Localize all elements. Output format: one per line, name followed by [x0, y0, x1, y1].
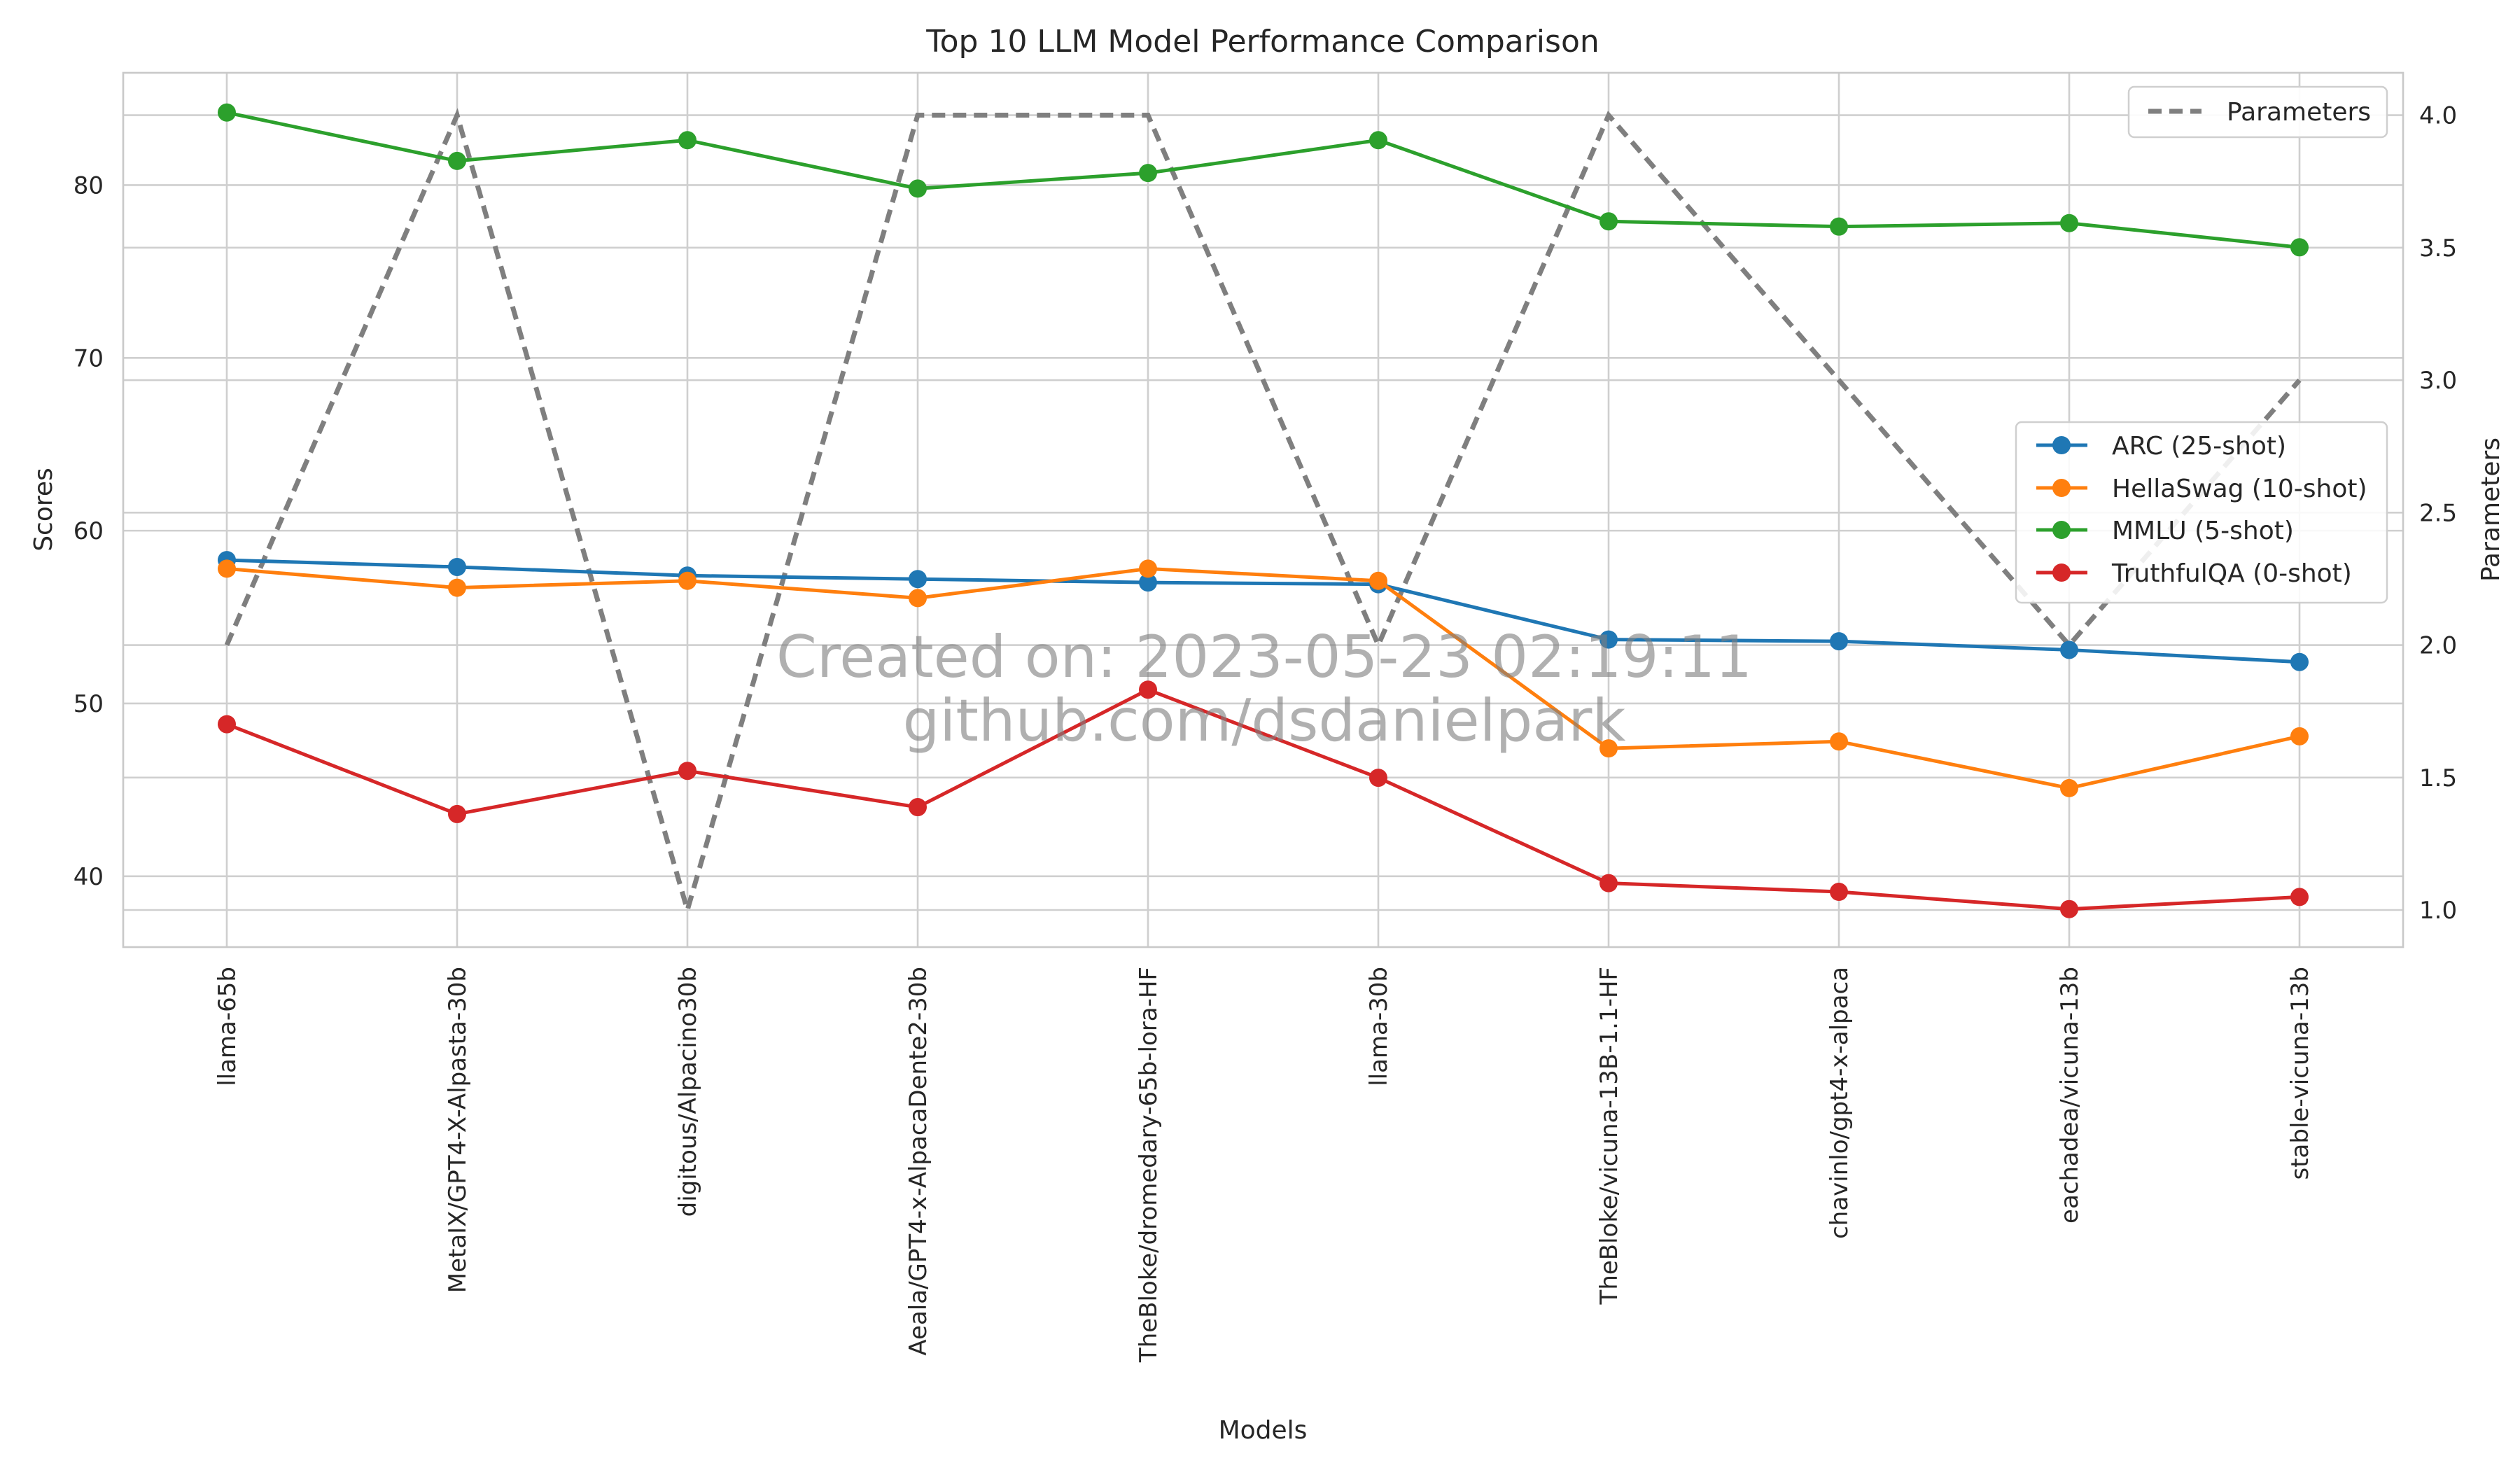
point-mmlu-5-shot-eachadea-vicuna-13b: [2060, 214, 2078, 232]
right-axis-label: Parameters: [2477, 438, 2505, 582]
y-axis-label: Scores: [29, 468, 58, 552]
point-mmlu-5-shot-thebloke-dromedary-65b-lora-hf: [1139, 164, 1157, 183]
x-tick-label-thebloke-dromedary-65b-lora-hf: TheBloke/dromedary-65b-lora-HF: [1135, 967, 1163, 1363]
point-hellaswag-10-shot-thebloke-vicuna-13b-1-1-hf: [1600, 739, 1618, 758]
point-hellaswag-10-shot-llama-30b: [1369, 571, 1387, 590]
series-line-hellaswag-10-shot: [225, 566, 2302, 790]
point-arc-25-shot-thebloke-dromedary-65b-lora-hf: [1139, 573, 1157, 592]
right-tick-label-3: 3.0: [2419, 367, 2457, 395]
point-hellaswag-10-shot-aeala-gpt4-x-alpacadente2-30b: [909, 589, 927, 608]
point-arc-25-shot-metaix-gpt4-x-alpasta-30b: [448, 557, 466, 576]
series-line-parameters: [224, 108, 2302, 919]
chart-title: Top 10 LLM Model Performance Comparison: [925, 24, 1600, 59]
legend-label-arc: ARC (25-shot): [2112, 432, 2286, 461]
right-tick-label-3-5: 3.5: [2419, 234, 2457, 262]
right-tick-label-4: 4.0: [2419, 102, 2457, 130]
x-tick-label-chavinlo-gpt4-x-alpaca: chavinlo/gpt4-x-alpaca: [1826, 967, 1854, 1239]
point-arc-25-shot-eachadea-vicuna-13b: [2060, 640, 2078, 659]
watermark-line-2: github.com/dsdanielpark: [903, 687, 1626, 755]
point-truthfulqa-0-shot-llama-65b: [218, 715, 236, 734]
series-line-arc-25-shot: [225, 558, 2302, 664]
plot-area-frame: [122, 71, 2404, 948]
legend-label-parameters: Parameters: [2227, 98, 2371, 127]
point-arc-25-shot-thebloke-vicuna-13b-1-1-hf: [1600, 630, 1618, 649]
legend-marker-hellaswag: [2052, 479, 2071, 497]
point-mmlu-5-shot-aeala-gpt4-x-alpacadente2-30b: [909, 179, 927, 198]
point-hellaswag-10-shot-chavinlo-gpt4-x-alpaca: [1830, 732, 1848, 751]
point-mmlu-5-shot-llama-30b: [1369, 131, 1387, 150]
series-layer: [218, 103, 2309, 919]
y-tick-label-40: 40: [74, 863, 104, 891]
x-tick-label-llama-65b: llama-65b: [214, 967, 241, 1086]
point-hellaswag-10-shot-thebloke-dromedary-65b-lora-hf: [1139, 559, 1157, 578]
x-axis-label: Models: [1219, 1416, 1308, 1445]
legend-marker-arc: [2052, 436, 2071, 454]
legend-left-axis-box: [2015, 421, 2388, 604]
x-tick-label-llama-30b: llama-30b: [1365, 967, 1393, 1086]
right-tick-label-2-5: 2.5: [2419, 499, 2457, 527]
point-truthfulqa-0-shot-digitous-alpacino30b: [678, 762, 696, 780]
legend-right-axis-box: [2127, 85, 2388, 139]
x-tick-label-thebloke-vicuna-13b-1-1-hf: TheBloke/vicuna-13B-1.1-HF: [1595, 967, 1623, 1305]
point-arc-25-shot-aeala-gpt4-x-alpacadente2-30b: [909, 570, 927, 589]
point-truthfulqa-0-shot-metaix-gpt4-x-alpasta-30b: [448, 804, 466, 823]
point-mmlu-5-shot-llama-65b: [218, 103, 236, 122]
right-tick-label-1-5: 1.5: [2419, 764, 2457, 792]
y-tick-label-60: 60: [74, 517, 104, 545]
y-tick-label-80: 80: [74, 172, 104, 200]
legend-marker-truthfulqa: [2052, 564, 2071, 582]
watermark: Created on: 2023-05-23 02:19:11 github.c…: [776, 623, 1752, 755]
point-arc-25-shot-chavinlo-gpt4-x-alpaca: [1830, 632, 1848, 651]
point-mmlu-5-shot-metaix-gpt4-x-alpasta-30b: [448, 151, 466, 170]
series-line-mmlu-5-shot: [225, 111, 2302, 249]
point-truthfulqa-0-shot-thebloke-vicuna-13b-1-1-hf: [1600, 874, 1618, 892]
legend-left-axis: ARC (25-shot) HellaSwag (10-shot) MMLU (…: [2015, 421, 2388, 604]
series-line-truthfulqa-0-shot: [225, 687, 2302, 911]
point-truthfulqa-0-shot-chavinlo-gpt4-x-alpaca: [1830, 883, 1848, 902]
right-tick-label-2: 2.0: [2419, 632, 2457, 660]
tick-labels: llama-65b MetaIX/GPT4-X-Alpasta-30b digito…: [74, 102, 2457, 1364]
y-tick-label-50: 50: [74, 690, 104, 718]
point-truthfulqa-0-shot-stable-vicuna-13b: [2290, 888, 2309, 906]
legend-label-hellaswag: HellaSwag (10-shot): [2112, 475, 2367, 503]
point-truthfulqa-0-shot-llama-30b: [1369, 769, 1387, 788]
point-mmlu-5-shot-chavinlo-gpt4-x-alpaca: [1830, 217, 1848, 236]
point-mmlu-5-shot-digitous-alpacino30b: [678, 131, 696, 150]
x-tick-label-digitous-alpacino30b: digitous/Alpacino30b: [674, 967, 702, 1217]
x-tick-label-stable-vicuna-13b: stable-vicuna-13b: [2286, 967, 2314, 1180]
point-hellaswag-10-shot-stable-vicuna-13b: [2290, 727, 2309, 746]
legend-marker-mmlu: [2052, 521, 2071, 539]
point-hellaswag-10-shot-metaix-gpt4-x-alpasta-30b: [448, 578, 466, 597]
point-hellaswag-10-shot-eachadea-vicuna-13b: [2060, 778, 2078, 797]
point-hellaswag-10-shot-llama-65b: [218, 559, 236, 578]
right-tick-label-1: 1.0: [2419, 897, 2457, 925]
legend-right-axis: Parameters: [2127, 85, 2388, 139]
point-hellaswag-10-shot-digitous-alpacino30b: [678, 571, 696, 590]
point-truthfulqa-0-shot-thebloke-dromedary-65b-lora-hf: [1139, 680, 1157, 699]
point-truthfulqa-0-shot-aeala-gpt4-x-alpacadente2-30b: [909, 798, 927, 817]
x-tick-label-eachadea-vicuna-13b: eachadea/vicuna-13b: [2056, 967, 2084, 1224]
watermark-line-1: Created on: 2023-05-23 02:19:11: [776, 623, 1752, 691]
x-tick-label-aeala-gpt4-x-alpacadente2-30b: Aeala/GPT4-x-AlpacaDente2-30b: [904, 967, 932, 1356]
y-tick-label-70: 70: [74, 344, 104, 372]
point-truthfulqa-0-shot-eachadea-vicuna-13b: [2060, 899, 2078, 918]
legend-label-mmlu: MMLU (5-shot): [2112, 517, 2294, 545]
point-mmlu-5-shot-stable-vicuna-13b: [2290, 238, 2309, 257]
point-mmlu-5-shot-thebloke-vicuna-13b-1-1-hf: [1600, 212, 1618, 231]
legend-label-truthfulqa: TruthfulQA (0-shot): [2111, 559, 2352, 588]
x-tick-label-metaix-gpt4-x-alpasta-30b: MetaIX/GPT4-X-Alpasta-30b: [444, 967, 472, 1293]
point-arc-25-shot-stable-vicuna-13b: [2290, 652, 2309, 671]
